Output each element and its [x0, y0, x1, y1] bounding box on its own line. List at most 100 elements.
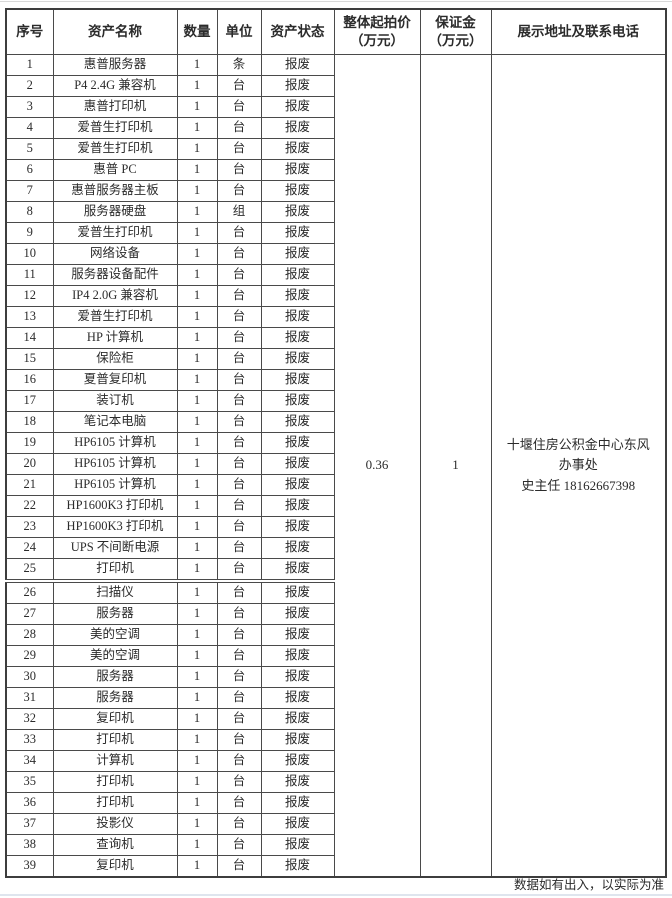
cell-status: 报废 — [260, 54, 335, 76]
cell-index: 17 — [5, 390, 54, 412]
cell-quantity: 1 — [176, 285, 218, 307]
cell-asset-name: 夏普复印机 — [52, 369, 178, 391]
cell-index: 29 — [5, 645, 54, 667]
cell-unit: 台 — [216, 390, 262, 412]
cell-quantity: 1 — [176, 369, 218, 391]
cell-quantity: 1 — [176, 159, 218, 181]
cell-unit: 台 — [216, 117, 262, 139]
cell-asset-name: 复印机 — [52, 855, 178, 878]
cell-quantity: 1 — [176, 348, 218, 370]
cell-status: 报废 — [260, 624, 335, 646]
table-row: 38 查询机 1 台报废 — [5, 834, 666, 856]
cell-unit: 台 — [216, 369, 262, 391]
cell-quantity: 1 — [176, 558, 218, 583]
cell-index: 30 — [5, 666, 54, 688]
table-row: 14 HP 计算机 1 台报废 — [5, 327, 666, 349]
cell-quantity: 1 — [176, 813, 218, 835]
col-header-quantity: 数量 — [176, 8, 218, 55]
cell-status: 报废 — [260, 201, 335, 223]
cell-starting-price: 0.36 — [333, 54, 421, 878]
cell-asset-name: 美的空调 — [52, 624, 178, 646]
cell-unit: 台 — [216, 348, 262, 370]
cell-index: 14 — [5, 327, 54, 349]
cell-status: 报废 — [260, 306, 335, 328]
cell-asset-name: 网络设备 — [52, 243, 178, 265]
table-row: 13 爱普生打印机 1 台报废 — [5, 306, 666, 328]
cell-asset-name: 保险柜 — [52, 348, 178, 370]
cell-unit: 台 — [216, 474, 262, 496]
cell-quantity: 1 — [176, 834, 218, 856]
cell-quantity: 1 — [176, 306, 218, 328]
cell-status: 报废 — [260, 117, 335, 139]
cell-quantity: 1 — [176, 855, 218, 878]
cell-quantity: 1 — [176, 516, 218, 538]
cell-asset-name: 惠普服务器 — [52, 54, 178, 76]
cell-unit: 台 — [216, 834, 262, 856]
cell-index: 4 — [5, 117, 54, 139]
cell-quantity: 1 — [176, 771, 218, 793]
cell-index: 16 — [5, 369, 54, 391]
cell-asset-name: 打印机 — [52, 558, 178, 583]
cell-asset-name: 打印机 — [52, 792, 178, 814]
table-row: 19 HP6105 计算机 1 台报废 — [5, 432, 666, 454]
cell-index: 28 — [5, 624, 54, 646]
col-header-status: 资产状态 — [260, 8, 335, 55]
cell-status: 报废 — [260, 411, 335, 433]
cell-unit: 条 — [216, 54, 262, 76]
cell-index: 7 — [5, 180, 54, 202]
cell-unit: 台 — [216, 729, 262, 751]
cell-status: 报废 — [260, 792, 335, 814]
cell-quantity: 1 — [176, 117, 218, 139]
cell-quantity: 1 — [176, 201, 218, 223]
cell-unit: 台 — [216, 708, 262, 730]
table-row: 7 惠普服务器主板 1 台报废 — [5, 180, 666, 202]
cell-unit: 台 — [216, 411, 262, 433]
cell-index: 9 — [5, 222, 54, 244]
cell-asset-name: 爱普生打印机 — [52, 117, 178, 139]
cell-quantity: 1 — [176, 327, 218, 349]
cell-status: 报废 — [260, 285, 335, 307]
cell-unit: 台 — [216, 495, 262, 517]
cell-status: 报废 — [260, 432, 335, 454]
cell-status: 报废 — [260, 645, 335, 667]
cell-unit: 台 — [216, 432, 262, 454]
cell-asset-name: 爱普生打印机 — [52, 306, 178, 328]
cell-asset-name: 打印机 — [52, 729, 178, 751]
cell-quantity: 1 — [176, 603, 218, 625]
cell-unit: 台 — [216, 159, 262, 181]
cell-quantity: 1 — [176, 96, 218, 118]
cell-index: 18 — [5, 411, 54, 433]
cell-unit: 台 — [216, 771, 262, 793]
cell-index: 19 — [5, 432, 54, 454]
cell-index: 11 — [5, 264, 54, 286]
cell-asset-name: 查询机 — [52, 834, 178, 856]
cell-status: 报废 — [260, 75, 335, 97]
page-top-divider — [0, 1, 672, 2]
cell-quantity: 1 — [176, 580, 218, 604]
cell-unit: 台 — [216, 813, 262, 835]
cell-status: 报废 — [260, 159, 335, 181]
cell-unit: 台 — [216, 96, 262, 118]
cell-status: 报废 — [260, 537, 335, 559]
cell-unit: 台 — [216, 138, 262, 160]
cell-quantity: 1 — [176, 750, 218, 772]
cell-status: 报废 — [260, 264, 335, 286]
table-row: 3 惠普打印机 1 台报废 — [5, 96, 666, 118]
table-row: 18 笔记本电脑 1 台报废 — [5, 411, 666, 433]
cell-quantity: 1 — [176, 708, 218, 730]
cell-status: 报废 — [260, 666, 335, 688]
table-row: 30 服务器 1 台报废 — [5, 666, 666, 688]
cell-unit: 台 — [216, 516, 262, 538]
cell-unit: 台 — [216, 687, 262, 709]
cell-asset-name: HP6105 计算机 — [52, 432, 178, 454]
cell-asset-name: HP1600K3 打印机 — [52, 495, 178, 517]
table-row: 25 打印机 1 台报废 — [5, 558, 666, 583]
cell-unit: 台 — [216, 306, 262, 328]
cell-asset-name: 惠普打印机 — [52, 96, 178, 118]
col-header-address-contact: 展示地址及联系电话 — [490, 8, 667, 55]
table-row: 24 UPS 不间断电源 1 台报废 — [5, 537, 666, 559]
table-row: 16 夏普复印机 1 台报废 — [5, 369, 666, 391]
display-address: 十堰住房公积金中心东风办事处 — [506, 437, 650, 473]
col-header-deposit-line2: （万元） — [428, 33, 483, 48]
